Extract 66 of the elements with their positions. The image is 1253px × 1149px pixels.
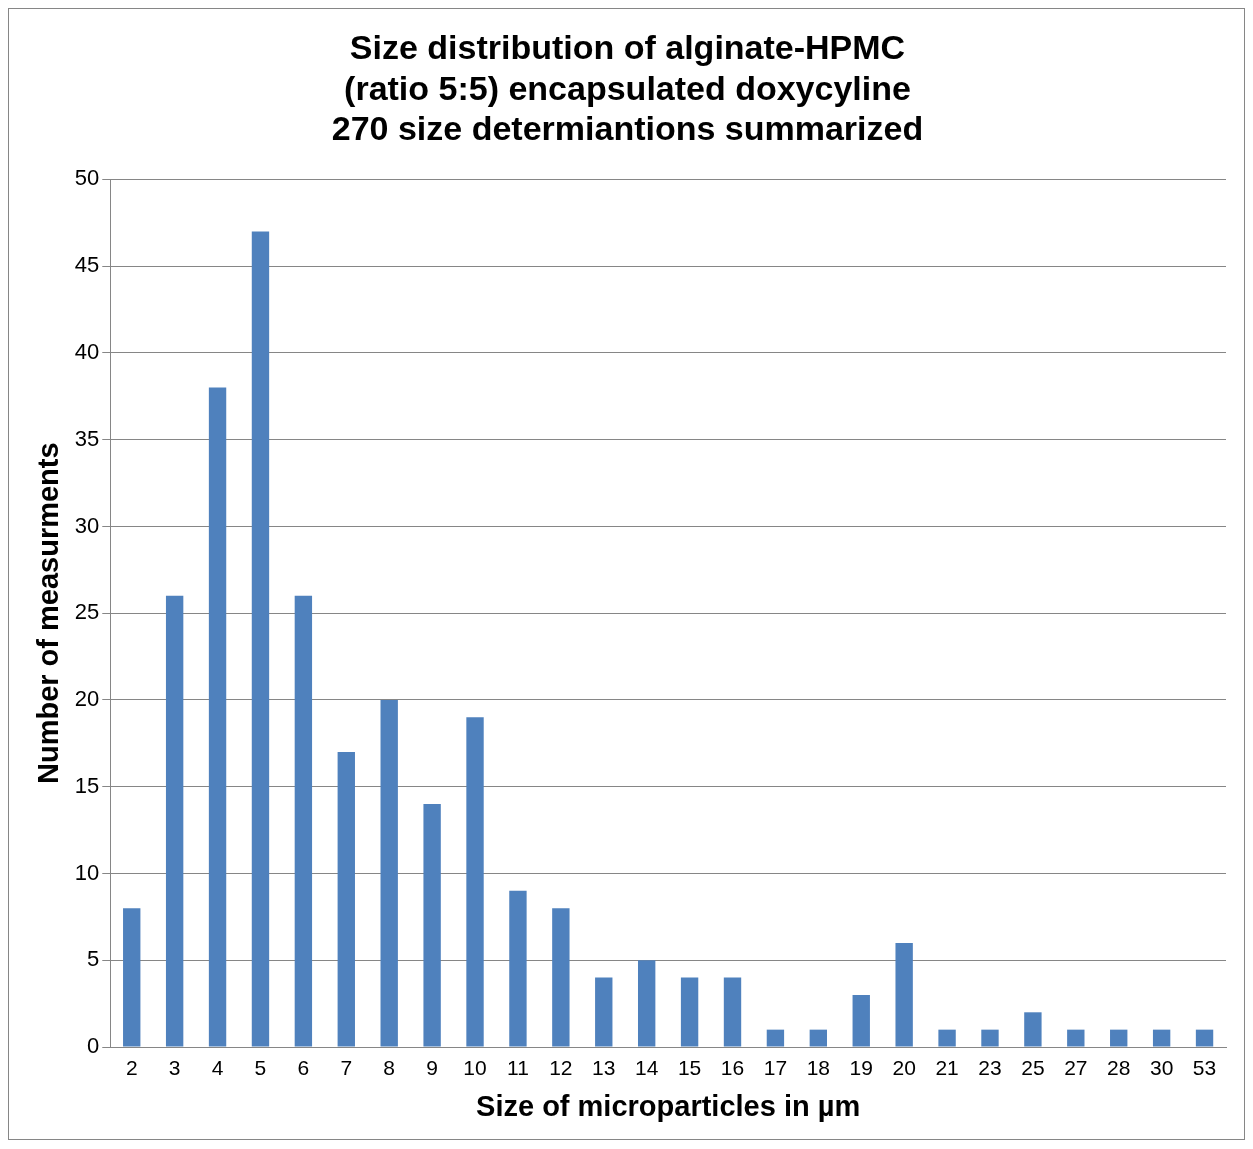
x-tick-label: 53	[1192, 1056, 1217, 1080]
x-tick-label: 4	[211, 1056, 224, 1080]
x-tick-label: 10	[463, 1056, 487, 1080]
bar	[852, 994, 870, 1047]
bar	[637, 960, 656, 1047]
chart-title: Size distribution of alginate-HPMC (ratio 5:5) encapsulated doxycyline 270 size determiantions summarized	[331, 27, 924, 148]
y-tick-label: 25	[74, 599, 100, 625]
x-tick-label: 23	[978, 1056, 1002, 1080]
x-tick-label: 20	[892, 1056, 916, 1080]
x-tick-label: 2	[125, 1056, 138, 1080]
bar	[208, 387, 227, 1047]
bar	[337, 752, 355, 1047]
x-tick-label: 21	[935, 1056, 959, 1080]
x-tick-label: 18	[806, 1056, 831, 1080]
bar	[1110, 1029, 1128, 1047]
bar	[680, 977, 699, 1047]
x-tick-label: 13	[592, 1056, 616, 1080]
bar	[1195, 1029, 1214, 1047]
x-tick-label: 28	[1107, 1056, 1131, 1080]
y-tick-label: 40	[74, 338, 100, 364]
bar	[809, 1029, 828, 1047]
x-tick-label: 15	[677, 1056, 702, 1080]
y-tick-label: 15	[74, 772, 100, 798]
bar	[1152, 1029, 1171, 1047]
bar	[466, 717, 484, 1047]
x-tick-label: 30	[1149, 1056, 1174, 1080]
bar	[294, 595, 313, 1047]
x-axis-title: Size of microparticles in µm	[476, 1089, 861, 1122]
x-tick-label: 6	[297, 1056, 310, 1080]
bar	[380, 699, 398, 1047]
bar	[895, 942, 913, 1047]
bar	[723, 977, 742, 1047]
bar	[123, 908, 141, 1047]
bar	[251, 231, 270, 1047]
y-tick-label: 50	[74, 165, 100, 191]
x-tick-label: 8	[383, 1056, 396, 1080]
bar	[981, 1029, 999, 1047]
x-tick-label: 3	[168, 1056, 181, 1080]
bar	[766, 1029, 785, 1047]
x-tick-label: 7	[340, 1056, 353, 1080]
bar	[165, 595, 184, 1047]
x-tick-label: 9	[426, 1056, 438, 1080]
x-tick-label: 27	[1064, 1056, 1088, 1080]
y-tick-label: 20	[74, 686, 100, 712]
y-tick-label: 35	[74, 425, 100, 451]
x-tick-label: 5	[254, 1056, 267, 1080]
x-tick-label: 14	[635, 1056, 659, 1080]
bar	[1067, 1029, 1085, 1047]
y-tick-label: 45	[74, 252, 100, 278]
bar	[423, 804, 441, 1047]
bar	[509, 890, 527, 1047]
bar	[595, 977, 613, 1047]
x-tick-label: 11	[507, 1056, 529, 1080]
x-tick-label: 17	[763, 1056, 788, 1080]
x-tick-label: 19	[849, 1056, 873, 1080]
x-tick-label: 25	[1021, 1056, 1045, 1080]
y-axis-title: Number of measurments	[32, 442, 65, 785]
bar	[1024, 1012, 1042, 1047]
y-tick-label: 30	[74, 512, 100, 538]
bar	[938, 1029, 956, 1047]
x-tick-label: 12	[549, 1056, 573, 1080]
y-tick-label: 10	[74, 859, 100, 885]
x-tick-label: 16	[720, 1056, 745, 1080]
y-tick-label: 0	[87, 1033, 100, 1059]
bar	[552, 908, 570, 1047]
y-tick-label: 5	[87, 946, 100, 972]
